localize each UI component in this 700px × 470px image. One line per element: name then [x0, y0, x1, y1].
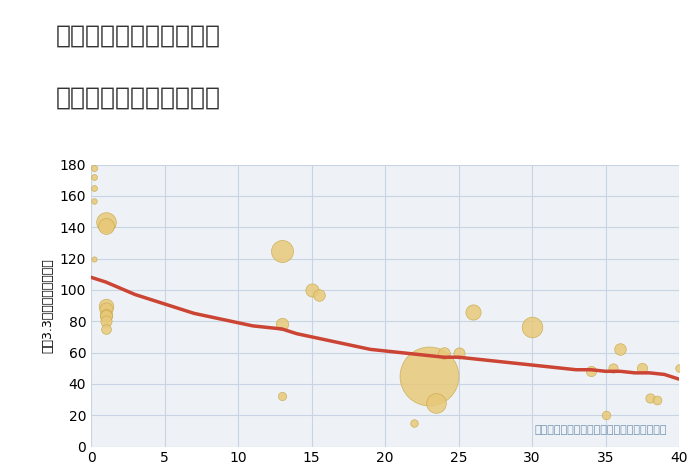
Point: [468, 308, 479, 315]
Point: [438, 349, 449, 356]
Point: [431, 399, 442, 407]
Point: [100, 302, 111, 309]
Point: [615, 345, 626, 353]
Point: [88, 197, 99, 204]
Point: [100, 313, 111, 320]
Point: [314, 291, 325, 298]
Point: [424, 372, 435, 380]
Y-axis label: 坪（3.3㎡）単価（万円）: 坪（3.3㎡）単価（万円）: [41, 258, 54, 353]
Point: [276, 247, 288, 254]
Point: [453, 349, 464, 356]
Point: [409, 419, 420, 427]
Text: 奈良県奈良市勝南院町の: 奈良県奈良市勝南院町の: [56, 23, 221, 47]
Point: [585, 368, 596, 375]
Text: 築年数別中古戸建て価格: 築年数別中古戸建て価格: [56, 85, 221, 110]
Point: [600, 411, 611, 419]
Point: [88, 255, 99, 262]
Point: [652, 396, 663, 403]
Point: [644, 394, 655, 402]
Point: [100, 305, 111, 313]
Point: [88, 173, 99, 181]
Point: [637, 364, 648, 372]
Point: [673, 364, 685, 372]
Point: [306, 286, 317, 294]
Point: [88, 184, 99, 192]
Point: [100, 317, 111, 325]
Point: [100, 311, 111, 319]
Point: [276, 392, 288, 400]
Point: [100, 222, 111, 229]
Point: [100, 325, 111, 333]
Point: [608, 364, 619, 372]
Point: [100, 219, 111, 226]
Text: 円の大きさは、取引のあった物件面積を示す: 円の大きさは、取引のあった物件面積を示す: [535, 425, 667, 435]
Point: [526, 324, 538, 331]
Point: [88, 164, 99, 172]
Point: [276, 321, 288, 328]
